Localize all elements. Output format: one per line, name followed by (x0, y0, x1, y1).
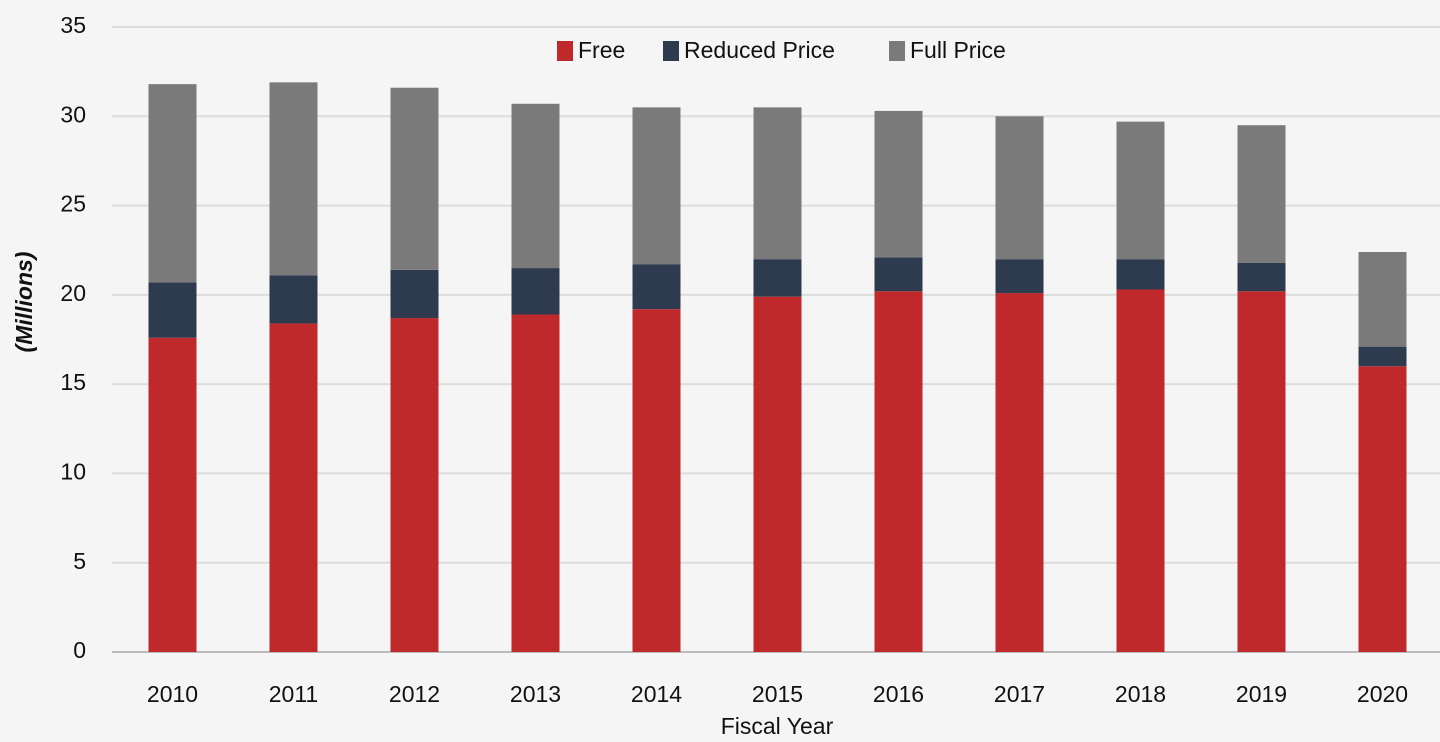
bar-segment (1116, 289, 1165, 652)
bar-segment (511, 314, 560, 652)
x-tick-label: 2013 (510, 681, 561, 707)
legend-label: Reduced Price (684, 37, 835, 63)
legend-swatch (663, 41, 679, 61)
bar-segment (269, 82, 318, 276)
legend-label: Free (578, 37, 625, 63)
bar-segment (874, 110, 923, 258)
bar-segment (753, 259, 802, 297)
legend-swatch (557, 41, 573, 61)
bar-segment (1358, 346, 1407, 367)
legend-swatch (889, 41, 905, 61)
x-tick-label: 2012 (389, 681, 440, 707)
bar-segment (148, 337, 197, 652)
x-tick-label: 2016 (873, 681, 924, 707)
bar-segment (269, 275, 318, 324)
bar-segment (511, 268, 560, 315)
bar-segment (874, 291, 923, 652)
bar-segment (1116, 121, 1165, 260)
x-tick-label: 2018 (1115, 681, 1166, 707)
bar-segment (1116, 259, 1165, 290)
bar-segment (1237, 125, 1286, 263)
x-tick-label: 2014 (631, 681, 682, 707)
bar-segment (995, 293, 1044, 652)
y-tick-label: 30 (60, 101, 86, 127)
y-tick-label: 15 (60, 369, 86, 395)
y-tick-label: 25 (60, 191, 86, 217)
y-tick-label: 35 (60, 12, 86, 38)
x-tick-label: 2010 (147, 681, 198, 707)
bar-segment (148, 84, 197, 283)
bar-segment (874, 257, 923, 292)
x-axis-label: Fiscal Year (721, 713, 834, 739)
bar-segment (1237, 262, 1286, 292)
bar-segment (390, 87, 439, 270)
bar-segment (753, 296, 802, 652)
bar-segment (632, 107, 681, 265)
x-tick-label: 2015 (752, 681, 803, 707)
x-tick-label: 2011 (269, 681, 318, 707)
bar-segment (511, 103, 560, 269)
bar-segment (995, 116, 1044, 260)
y-axis-label: (Millions) (11, 252, 37, 353)
y-tick-label: 10 (60, 459, 86, 485)
legend-label: Full Price (910, 37, 1006, 63)
y-tick-label: 0 (73, 637, 86, 663)
bar-segment (390, 269, 439, 319)
bar-segment (269, 323, 318, 652)
bar-segment (753, 107, 802, 260)
bar-segment (632, 264, 681, 310)
bar-segment (148, 282, 197, 338)
bar-segment (632, 309, 681, 652)
x-tick-label: 2017 (994, 681, 1045, 707)
bar-segment (1358, 366, 1407, 652)
bar-segment (995, 259, 1044, 294)
y-tick-label: 5 (73, 548, 86, 574)
x-tick-label: 2019 (1236, 681, 1287, 707)
bar-segment (1237, 291, 1286, 652)
y-tick-label: 20 (60, 280, 86, 306)
bar-segment (1358, 252, 1407, 347)
bar-segment (390, 318, 439, 652)
x-tick-label: 2020 (1357, 681, 1408, 707)
